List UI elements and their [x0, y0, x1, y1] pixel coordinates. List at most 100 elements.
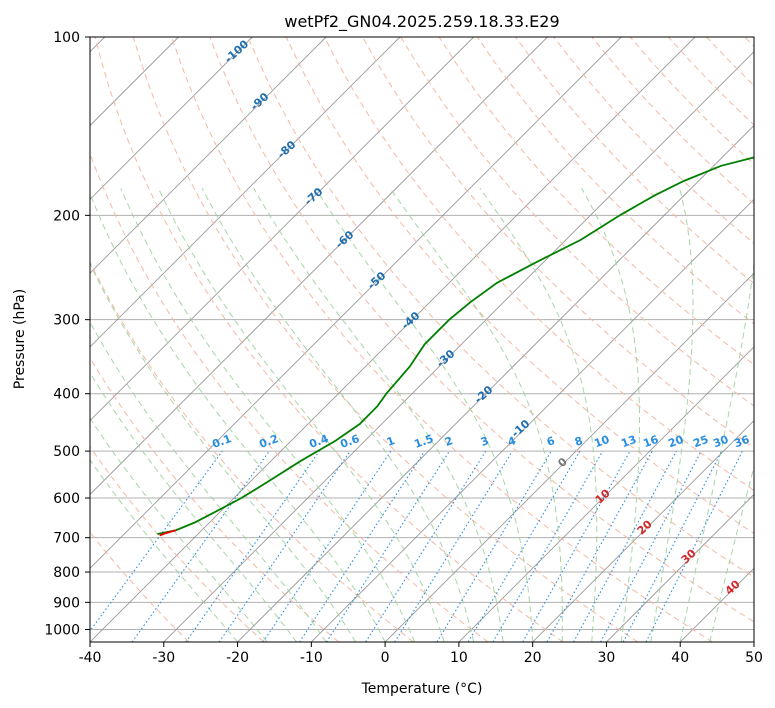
- mixing-ratio-label: 3: [479, 434, 491, 449]
- x-tick-label: 40: [671, 650, 689, 666]
- x-tick-label: 0: [381, 650, 390, 666]
- dry-adiabat: [629, 37, 754, 165]
- x-tick-label: -20: [226, 650, 249, 666]
- mixing-ratio-label: 30: [711, 433, 730, 451]
- dry-adiabat: [515, 37, 754, 285]
- mixing-ratio-line: [218, 450, 351, 642]
- mixing-ratio-label: 16: [641, 433, 660, 451]
- x-axis-label: Temperature (°C): [361, 681, 483, 697]
- moist-adiabat: [120, 188, 416, 642]
- mixing-ratio-line: [325, 450, 450, 642]
- moist-adiabat: [157, 187, 445, 642]
- mixing-ratio-label: 0.2: [257, 432, 280, 451]
- moist-adiabat: [679, 259, 754, 642]
- moist-adiabat: [709, 464, 754, 642]
- x-tick-label: -10: [300, 650, 323, 666]
- dry-adiabat: [591, 37, 754, 205]
- isotherm-label: 30: [679, 546, 699, 566]
- moist-adiabat: [90, 321, 327, 642]
- isotherm-line: [90, 37, 253, 200]
- y-tick-label: 600: [53, 491, 80, 507]
- dry-adiabat: [209, 37, 754, 623]
- mixing-ratio-label: 2: [443, 434, 455, 449]
- mixing-ratio-label: 0.4: [307, 432, 330, 451]
- sounding-line-2: [159, 529, 177, 537]
- dry-adiabat: [553, 37, 754, 245]
- mixing-ratio-line: [365, 450, 487, 642]
- isotherm-line: [753, 641, 754, 642]
- isotherm-line: [90, 37, 327, 274]
- mixing-ratio-label: 10: [592, 433, 611, 451]
- mixing-ratio-label: 0.6: [338, 432, 361, 451]
- isotherm-label: -90: [248, 90, 272, 113]
- moist-adiabat: [201, 187, 475, 642]
- y-tick-label: 400: [53, 387, 80, 403]
- mixing-ratio-line: [546, 450, 653, 642]
- dry-adiabat: [90, 152, 489, 642]
- plot-area: -100-90-80-70-60-50-40-30-20-10010203040…: [90, 37, 754, 642]
- x-tick-label: 10: [450, 650, 468, 666]
- mixing-ratio-label: 1.5: [412, 432, 435, 451]
- dry-adiabat: [744, 37, 754, 47]
- mixing-ratio-line: [90, 450, 223, 632]
- moist-adiabat: [90, 192, 386, 642]
- isotherm-line: [384, 272, 754, 642]
- moist-adiabat: [581, 187, 640, 642]
- dry-adiabat: [171, 37, 713, 642]
- x-tick-label: 50: [745, 650, 763, 666]
- y-axis-label: Pressure (hPa): [12, 289, 28, 389]
- dry-adiabat: [706, 37, 754, 87]
- y-tick-label: 200: [53, 208, 80, 224]
- x-tick-label: -40: [79, 650, 102, 666]
- y-tick-label: 900: [53, 595, 80, 611]
- plot-frame: [89, 36, 755, 643]
- mixing-ratio-line: [394, 450, 513, 642]
- mixing-ratio-label: 13: [619, 433, 638, 450]
- mixing-ratio-line: [522, 450, 631, 642]
- dry-adiabat: [323, 37, 754, 491]
- isotherm-label: 0: [555, 455, 570, 470]
- mixing-ratio-line: [262, 450, 392, 642]
- dry-adiabat: [438, 37, 754, 366]
- isotherm-label: -20: [472, 383, 496, 406]
- isotherm-line: [90, 37, 474, 422]
- mixing-ratio-label: 1: [385, 434, 397, 449]
- dry-adiabat: [90, 356, 339, 642]
- dry-adiabat: [132, 37, 639, 642]
- moist-adiabat: [90, 459, 238, 642]
- mixing-ratio-label: 25: [691, 433, 710, 450]
- mixing-ratio-line: [573, 450, 677, 642]
- chart-title: wetPf2_GN04.2025.259.18.33.E29: [284, 12, 559, 32]
- dry-adiabat: [285, 37, 754, 535]
- isotherm-label: -30: [434, 347, 458, 370]
- y-axis: 100 200 300 400 500 600 700 800 900 1000: [44, 30, 90, 638]
- isotherm-label: -100: [222, 37, 251, 65]
- dry-adiabat: [90, 446, 265, 642]
- mixing-ratio-line: [600, 450, 702, 642]
- isotherm-line: [679, 567, 754, 642]
- y-tick-label: 100: [53, 30, 80, 46]
- mixing-ratio-line: [492, 450, 604, 642]
- y-tick-label: 500: [53, 444, 80, 460]
- isotherm-line: [606, 493, 754, 642]
- isotherm-label: -50: [365, 269, 389, 292]
- isotherm-line: [237, 124, 754, 642]
- mixing-ratio-label: 0.1: [210, 432, 233, 451]
- dry-adiabat: [94, 37, 564, 642]
- isotherm-line: [90, 37, 401, 348]
- isotherm-line: [458, 346, 754, 642]
- moist-adiabat: [650, 188, 694, 642]
- mixing-ratio-line: [299, 450, 426, 642]
- mixing-ratio-label: 8: [573, 434, 585, 449]
- moist-adiabat: [90, 417, 268, 642]
- moist-adiabat: [253, 187, 504, 642]
- isotherm-line: [532, 420, 754, 642]
- mixing-ratio-label: 4: [506, 434, 518, 449]
- isotherm-line: [90, 37, 696, 642]
- dry-adiabat: [476, 37, 754, 325]
- x-tick-label: 30: [598, 650, 616, 666]
- x-axis: -40 -30 -20 -10 0 10 20 30 40 50: [79, 642, 763, 666]
- isotherm-line: [311, 198, 754, 642]
- dry-adiabat: [247, 37, 754, 578]
